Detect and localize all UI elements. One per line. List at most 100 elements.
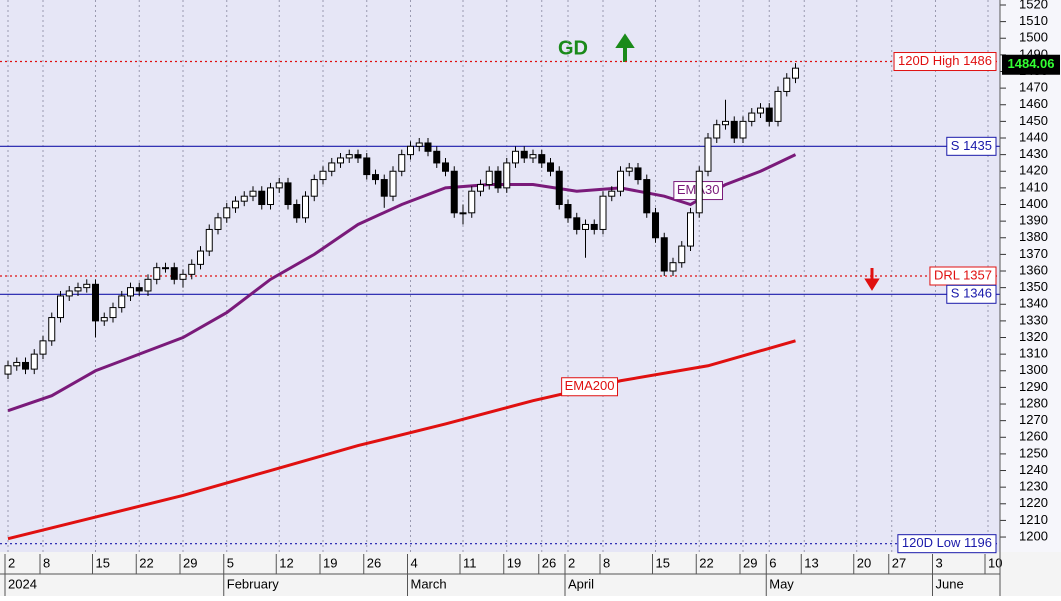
candle-body [468,190,476,214]
candle-body [547,162,554,172]
candle-body [57,295,64,319]
candle-body [293,204,301,219]
ema-line [7,153,797,413]
candle-body [783,77,791,92]
candle-body [573,217,581,230]
last-price-box [1002,54,1060,75]
x-tick-label: 20 [857,555,871,570]
candle-body [695,170,703,214]
candle-body [608,190,616,197]
y-tick-label: 1310 [1019,346,1048,361]
x-tick-label: 19 [323,555,337,570]
level-label: 120D High 1486 [898,53,992,68]
x-tick-label: 19 [507,555,521,570]
candle-body [494,170,502,189]
candle-body [109,307,117,319]
candle-body [372,174,379,181]
y-tick-label: 1270 [1019,412,1048,427]
candle-body [30,353,38,370]
axis-panel [1000,0,1061,552]
y-tick-label: 1220 [1019,495,1048,510]
candle-body [442,162,449,172]
y-tick-label: 1320 [1019,329,1048,344]
y-tick-label: 1460 [1019,96,1048,111]
candle-body [555,170,563,206]
candle-body [424,142,432,152]
candle-body [100,317,108,322]
x-tick-label: 6 [769,555,776,570]
y-tick-label: 1510 [1019,13,1048,28]
month-label: June [936,576,964,591]
candle-body [380,179,388,197]
y-tick-label: 1350 [1019,279,1048,294]
level-label: S 1435 [951,138,992,153]
candle-body [704,137,712,172]
candle-body [459,212,467,215]
candle-body [617,170,624,192]
candle-body [337,157,344,164]
candle-body [232,200,239,209]
candle-body [118,295,126,309]
candle-body [389,170,397,197]
candle-body [153,267,161,280]
candle-body [240,195,248,202]
x-tick-label: 22 [699,555,713,570]
level-label: DRL 1357 [934,267,992,282]
level-label-box [897,534,997,554]
y-tick-label: 1370 [1019,246,1048,261]
candle-body [354,154,362,159]
ema-label: EMA200 [565,378,615,393]
candle-body [765,107,773,122]
candle-body [538,154,546,164]
candle-body [310,179,318,197]
y-tick-label: 1340 [1019,296,1048,311]
y-tick-label: 1520 [1019,0,1048,11]
x-tick-label: 4 [411,555,418,570]
candle-body [730,120,738,139]
y-tick-label: 1200 [1019,528,1048,543]
ema-line [7,339,796,541]
candle-body [669,262,677,272]
candle-body [302,195,309,219]
candle-body [477,184,484,192]
candle-body [678,245,686,264]
y-tick-label: 1290 [1019,379,1048,394]
candle-body [660,237,668,272]
x-tick-label: 27 [892,555,906,570]
candle-body [284,182,292,206]
candle-body [249,190,257,197]
candle-body [450,170,458,214]
x-tick-label: 8 [43,555,50,570]
y-tick-label: 1260 [1019,429,1048,444]
x-tick-label: 3 [936,555,943,570]
y-tick-label: 1300 [1019,362,1048,377]
candle-body [485,170,493,186]
candle-body [415,142,423,147]
candle-body [65,290,73,297]
candle-body [363,157,371,176]
x-tick-label: 8 [603,555,610,570]
x-tick-label: 15 [96,555,110,570]
candle-body [135,287,143,292]
x-tick-label: 22 [139,555,153,570]
candle-body [267,187,274,206]
candle-body [643,179,651,214]
candle-body [599,195,607,230]
x-tick-label: 29 [183,555,197,570]
candle-body [83,283,91,289]
y-tick-label: 1430 [1019,146,1048,161]
candle-body [345,154,353,159]
candle-body [13,361,21,367]
up-arrow [615,33,635,62]
candle-body [625,167,633,172]
candle-body [582,223,589,230]
down-arrow [864,268,880,291]
x-tick-label: 2 [8,555,15,570]
candle-body [4,365,12,375]
candle-body [319,170,327,181]
candle-body [92,283,99,322]
x-tick-label: 5 [227,555,234,570]
candle-body [687,212,694,247]
candle-body [188,263,196,275]
